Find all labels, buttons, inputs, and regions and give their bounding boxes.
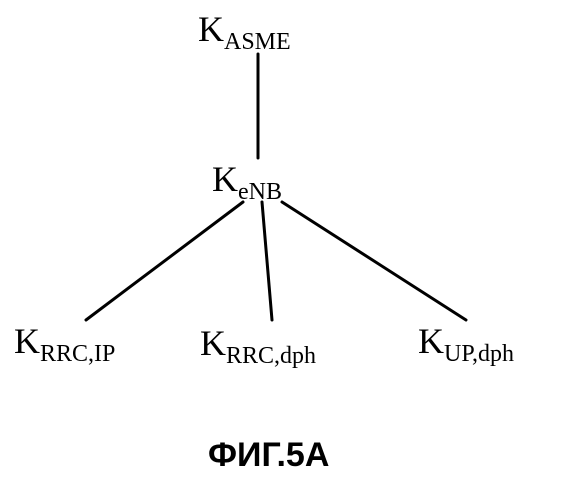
node-leaf-right: KUP,dph <box>418 320 514 362</box>
node-mid-sub: eNB <box>238 179 282 206</box>
node-leaf-mid-sub: RRC,dph <box>226 343 316 370</box>
node-leaf-right-sub: UP,dph <box>444 341 514 368</box>
node-leaf-right-main: K <box>418 320 444 362</box>
node-leaf-left-main: K <box>14 320 40 362</box>
node-root: KASME <box>198 8 291 50</box>
node-root-main: K <box>198 8 224 50</box>
node-leaf-mid: KRRC,dph <box>200 322 316 364</box>
node-leaf-left-sub: RRC,IP <box>40 341 115 368</box>
node-mid-main: K <box>212 158 238 200</box>
tree-edges <box>0 0 584 500</box>
diagram-canvas: KASME KeNB KRRC,IP KRRC,dph KUP,dph ФИГ.… <box>0 0 584 500</box>
node-leaf-mid-main: K <box>200 322 226 364</box>
node-mid: KeNB <box>212 158 282 200</box>
figure-caption: ФИГ.5A <box>208 436 329 475</box>
node-leaf-left: KRRC,IP <box>14 320 115 362</box>
node-root-sub: ASME <box>224 29 291 56</box>
